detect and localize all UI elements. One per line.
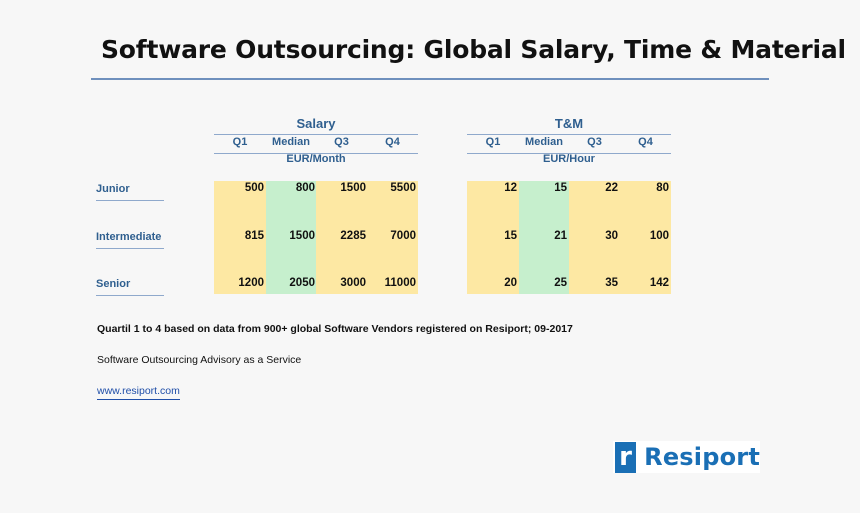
salary-col-q4: Q4 <box>385 136 400 148</box>
tm-q3q4-band <box>569 181 671 294</box>
salary-cell: 11000 <box>384 277 416 289</box>
tm-median-band <box>519 181 569 294</box>
salary-col-q3: Q3 <box>334 136 349 148</box>
salary-cell: 7000 <box>390 230 416 242</box>
row-label-intermediate: Intermediate <box>96 231 164 249</box>
tm-cell: 22 <box>605 182 618 194</box>
salary-cell: 3000 <box>340 277 366 289</box>
resiport-logo-text: Resiport <box>644 443 760 471</box>
tm-heading: T&M <box>554 116 584 131</box>
page-title: Software Outsourcing: Global Salary, Tim… <box>101 35 846 64</box>
advisory-note: Software Outsourcing Advisory as a Servi… <box>97 354 302 366</box>
row-label-junior: Junior <box>96 183 164 201</box>
resiport-logo: r Resiport <box>613 441 760 473</box>
tm-q1-band <box>467 181 519 294</box>
salary-heading: Salary <box>296 116 336 131</box>
tm-cell: 100 <box>649 230 669 242</box>
salary-cell: 1200 <box>238 277 264 289</box>
title-divider <box>91 78 769 80</box>
resiport-link[interactable]: www.resiport.com <box>97 385 180 400</box>
tm-col-q4: Q4 <box>638 136 653 148</box>
quartile-note: Quartil 1 to 4 based on data from 900+ g… <box>97 323 573 335</box>
salary-median-band <box>266 181 316 294</box>
salary-col-q1: Q1 <box>232 136 248 148</box>
salary-cell: 500 <box>244 182 264 194</box>
row-label-senior: Senior <box>96 278 164 296</box>
tm-cell: 15 <box>554 182 567 194</box>
tm-cell: 80 <box>656 182 669 194</box>
tm-col-q1: Q1 <box>485 136 501 148</box>
salary-col-median: Median <box>272 136 310 148</box>
salary-cell: 800 <box>295 182 315 194</box>
salary-column-header: Q1 Median Q3 Q4 <box>214 134 418 154</box>
tm-cell: 25 <box>554 277 567 289</box>
tm-cell: 142 <box>649 277 669 289</box>
salary-q1-band <box>214 181 266 294</box>
resiport-logo-mark: r <box>615 441 637 473</box>
salary-cell: 2285 <box>340 230 366 242</box>
salary-cell: 1500 <box>289 230 315 242</box>
tm-cell: 12 <box>504 182 517 194</box>
salary-cell: 1500 <box>340 182 366 194</box>
tm-cell: 20 <box>504 277 517 289</box>
tm-unit: EUR/Hour <box>543 153 595 165</box>
tm-col-q3: Q3 <box>587 136 602 148</box>
salary-cell: 5500 <box>390 182 416 194</box>
tm-col-median: Median <box>525 136 563 148</box>
tm-column-header: Q1 Median Q3 Q4 <box>467 134 671 154</box>
tm-cell: 30 <box>605 230 618 242</box>
tm-cell: 21 <box>554 230 567 242</box>
salary-unit: EUR/Month <box>286 153 346 165</box>
salary-cell: 2050 <box>289 277 315 289</box>
salary-q3q4-band <box>316 181 418 294</box>
tm-cell: 15 <box>504 230 517 242</box>
tm-cell: 35 <box>605 277 618 289</box>
salary-cell: 815 <box>244 230 264 242</box>
